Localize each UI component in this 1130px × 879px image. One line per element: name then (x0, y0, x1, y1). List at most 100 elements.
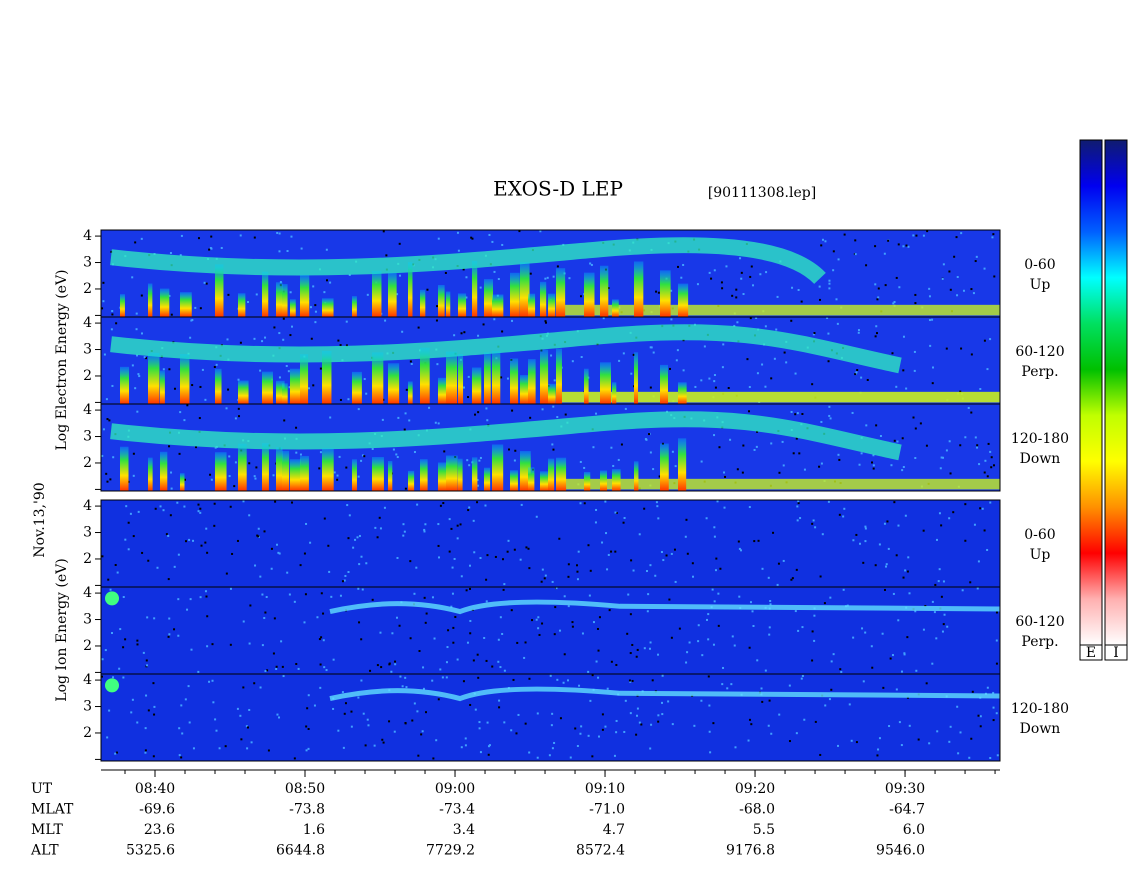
speckle (658, 475, 661, 478)
ephemeris-label: ALT (30, 843, 59, 859)
speckle (723, 471, 726, 474)
speckle (814, 526, 817, 529)
speckle (190, 319, 193, 322)
speckle (864, 631, 867, 634)
speckle (343, 712, 346, 715)
speckle (206, 645, 209, 648)
speckle (901, 469, 904, 472)
speckle (376, 664, 379, 667)
speckle (278, 250, 281, 253)
speckle (691, 562, 694, 565)
x-tick-label: 08:50 (285, 781, 325, 797)
speckle (913, 350, 916, 353)
speckle (688, 641, 691, 644)
spike (492, 444, 504, 491)
speckle (973, 523, 976, 526)
speckle (957, 752, 960, 755)
speckle (970, 288, 973, 291)
speckle (276, 231, 279, 234)
speckle (556, 416, 559, 419)
speckle (589, 569, 592, 572)
speckle (498, 699, 501, 702)
speckle (494, 555, 497, 558)
speckle (552, 405, 555, 408)
speckle (452, 626, 455, 629)
speckle (598, 735, 601, 738)
speckle (855, 533, 858, 536)
speckle (198, 417, 201, 420)
speckle (738, 547, 741, 550)
speckle (662, 559, 665, 562)
speckle (940, 524, 943, 527)
speckle (238, 415, 241, 418)
spike (548, 383, 556, 404)
speckle (942, 580, 945, 583)
spike (520, 262, 530, 317)
speckle (837, 744, 840, 747)
speckle (467, 396, 470, 399)
speckle (871, 666, 874, 669)
speckle (278, 232, 281, 235)
speckle (989, 501, 992, 504)
spike (420, 459, 428, 491)
speckle (922, 234, 925, 237)
speckle (820, 462, 823, 465)
speckle (976, 446, 979, 449)
speckle (938, 512, 941, 515)
speckle (137, 510, 140, 513)
speckle (574, 727, 577, 730)
speckle (544, 277, 547, 280)
speckle (797, 502, 800, 505)
speckle (721, 683, 724, 686)
speckle (413, 702, 416, 705)
speckle (852, 636, 855, 639)
speckle (790, 410, 793, 413)
speckle (265, 596, 268, 599)
speckle (127, 521, 130, 524)
speckle (552, 448, 555, 451)
speckle (855, 371, 858, 374)
speckle (491, 240, 494, 243)
speckle (583, 502, 586, 505)
speckle (465, 589, 468, 592)
speckle (346, 504, 349, 507)
speckle (692, 575, 695, 578)
speckle (733, 644, 736, 647)
speckle (186, 608, 189, 611)
speckle (964, 436, 967, 439)
speckle (755, 445, 758, 448)
speckle (413, 592, 416, 595)
speckle (850, 739, 853, 742)
speckle (707, 638, 710, 641)
speckle (469, 619, 472, 622)
speckle (462, 386, 465, 389)
spike (148, 352, 160, 404)
ephemeris-value: 1.6 (303, 822, 325, 838)
speckle (272, 474, 275, 477)
speckle (900, 744, 903, 747)
ephemeris-value: -71.0 (589, 802, 625, 818)
speckle (424, 621, 427, 624)
speckle (627, 593, 630, 596)
speckle (503, 721, 506, 724)
spike (215, 368, 222, 404)
speckle (339, 594, 342, 597)
speckle (799, 517, 802, 520)
speckle (915, 234, 918, 237)
spike (600, 265, 609, 317)
spike (420, 347, 430, 404)
speckle (925, 682, 928, 685)
speckle (881, 632, 884, 635)
spike (438, 377, 450, 404)
speckle (676, 265, 679, 268)
speckle (460, 332, 463, 335)
speckle (874, 564, 877, 567)
speckle (964, 503, 967, 506)
speckle (132, 474, 135, 477)
speckle (259, 686, 262, 689)
speckle (877, 748, 880, 751)
speckle (199, 507, 202, 510)
spike (160, 451, 168, 491)
y-tick-label: 4 (83, 672, 92, 688)
speckle (228, 475, 231, 478)
